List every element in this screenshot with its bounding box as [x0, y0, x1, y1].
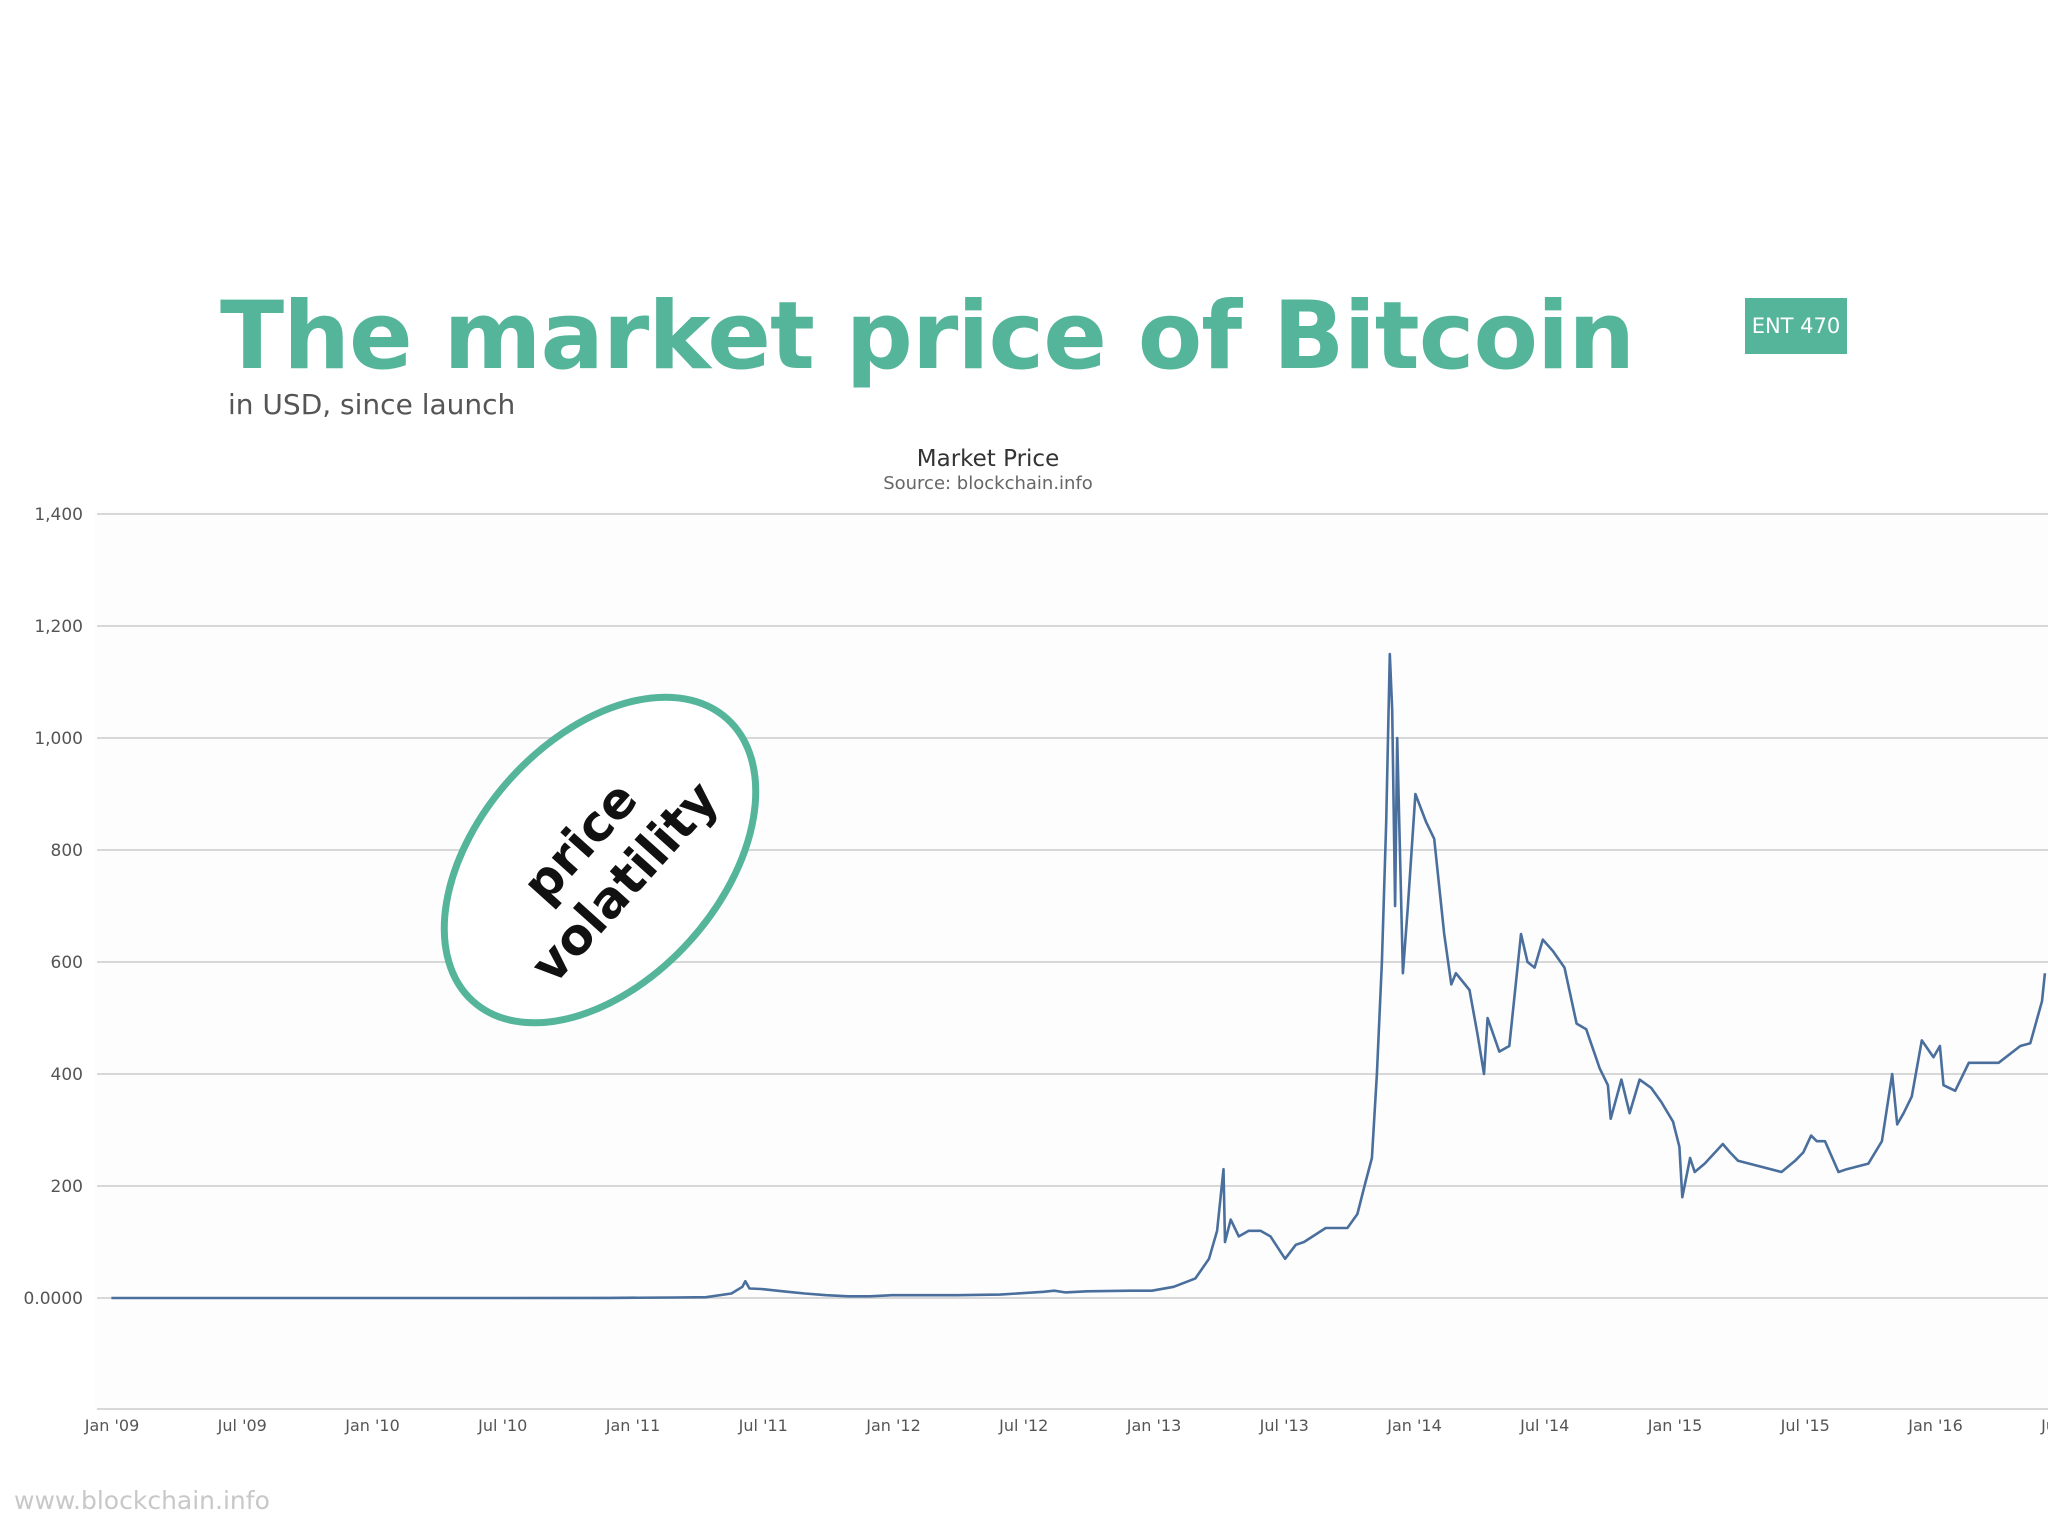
price-series-line [111, 652, 2047, 1300]
y-tick-label: 600 [51, 953, 83, 973]
slide-title: The market price of Bitcoin [220, 282, 1635, 391]
y-tick-label: 800 [51, 841, 83, 861]
x-tick-label: Jan '10 [344, 1416, 400, 1435]
x-tick-label: Jul '12 [998, 1416, 1048, 1435]
y-tick-label: 0.0000 [24, 1289, 83, 1309]
x-tick-label: Jan '16 [1907, 1416, 1963, 1435]
x-tick-label: Jul '09 [217, 1416, 267, 1435]
annotation-ellipse: price volatility [440, 693, 760, 1027]
x-axis: Jan '09 Jul '09 Jan '10 Jul '10 Jan '11 Jul '… [84, 1416, 2048, 1435]
source-url: www.blockchain.info [14, 1486, 270, 1515]
x-tick-label: Jul '15 [1780, 1416, 1830, 1435]
grid [97, 513, 2048, 1410]
y-tick-label: 1,400 [34, 505, 83, 525]
chart-title: Market Price [917, 446, 1059, 472]
slide-subtitle: in USD, since launch [228, 388, 516, 421]
x-tick-label: Jul '10 [477, 1416, 527, 1435]
course-badge: ENT 470 [1745, 298, 1847, 354]
x-tick-label: Jul '14 [1519, 1416, 1569, 1435]
y-tick-label: 1,000 [34, 729, 83, 749]
x-tick-label: Jan '15 [1647, 1416, 1703, 1435]
x-tick-label: Jul '11 [738, 1416, 788, 1435]
x-tick-label: Jul '16 [2040, 1416, 2048, 1435]
x-tick-label: Jul '13 [1259, 1416, 1309, 1435]
x-tick-label: Jan '11 [605, 1416, 661, 1435]
y-axis: 0.0000 200 400 600 800 1,000 1,200 1,400 [24, 505, 83, 1309]
y-tick-label: 200 [51, 1177, 83, 1197]
annotation-ring [440, 693, 760, 1027]
chart-subtitle: Source: blockchain.info [883, 473, 1093, 494]
x-tick-label: Jan '13 [1126, 1416, 1182, 1435]
x-tick-label: Jan '12 [865, 1416, 921, 1435]
y-tick-label: 1,200 [34, 617, 83, 637]
y-tick-label: 400 [51, 1065, 83, 1085]
x-tick-label: Jan '09 [84, 1416, 140, 1435]
x-tick-label: Jan '14 [1386, 1416, 1442, 1435]
plot-background [95, 510, 2048, 1410]
